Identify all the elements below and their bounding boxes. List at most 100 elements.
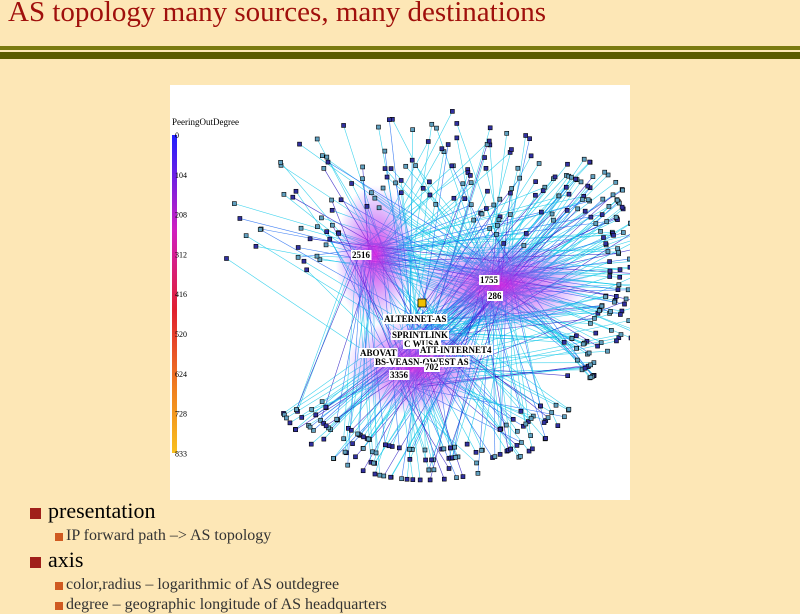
node	[322, 437, 326, 441]
node	[483, 156, 487, 160]
node	[294, 189, 298, 193]
node	[434, 202, 438, 206]
node	[600, 213, 604, 217]
node	[325, 230, 329, 234]
node	[629, 336, 630, 340]
node	[410, 158, 414, 162]
node-label-group: ALTERNET-AS	[383, 314, 447, 324]
node	[542, 421, 546, 425]
node	[432, 468, 436, 472]
node	[430, 458, 434, 462]
node	[554, 403, 558, 407]
node	[475, 461, 479, 465]
legend-tick-label: 728	[175, 410, 187, 419]
node	[324, 405, 328, 409]
node	[361, 446, 365, 450]
node	[465, 442, 469, 446]
legend-tick-label: 833	[175, 449, 187, 458]
node	[488, 126, 492, 130]
node	[342, 123, 346, 127]
node	[367, 437, 371, 441]
node	[581, 342, 585, 346]
node	[592, 316, 596, 320]
node-label-group: 286	[487, 291, 503, 301]
bullet: axis	[30, 547, 83, 573]
legend-tick-label: 624	[175, 370, 187, 379]
node	[399, 191, 403, 195]
node	[576, 207, 580, 211]
node	[339, 198, 343, 202]
node	[582, 157, 586, 161]
node	[399, 178, 403, 182]
node	[453, 455, 457, 459]
node	[383, 167, 387, 171]
legend-title: PeeringOutDegree	[172, 117, 239, 127]
node	[494, 232, 498, 236]
node	[378, 473, 382, 477]
node	[498, 197, 502, 201]
node	[461, 475, 465, 479]
node	[556, 424, 560, 428]
node	[427, 180, 431, 184]
bullet-text: axis	[48, 547, 83, 572]
node	[343, 450, 347, 454]
topology-figure: PeeringOutDegree 01042083124165206247288…	[170, 85, 630, 500]
node	[484, 166, 488, 170]
node	[480, 448, 484, 452]
node	[516, 166, 520, 170]
node	[330, 223, 334, 227]
legend-tick-label: 0	[175, 131, 179, 140]
node-label: 2516	[352, 250, 371, 260]
node	[468, 173, 472, 177]
node	[414, 164, 418, 168]
node	[387, 118, 391, 122]
node	[619, 333, 623, 337]
node	[524, 231, 528, 235]
node	[442, 477, 446, 481]
node	[537, 161, 541, 165]
node	[529, 417, 533, 421]
node	[326, 160, 330, 164]
node	[616, 288, 620, 292]
slide-title: AS topology many sources, many destinati…	[8, 0, 546, 29]
node	[244, 234, 248, 238]
node	[612, 300, 616, 304]
node	[374, 451, 378, 455]
node	[389, 167, 393, 171]
node	[594, 331, 598, 335]
node	[350, 182, 354, 186]
node	[628, 221, 630, 225]
node	[612, 233, 616, 237]
node	[407, 447, 411, 451]
node	[604, 295, 608, 299]
node	[288, 421, 292, 425]
node	[614, 339, 618, 343]
node	[469, 181, 473, 185]
node	[315, 225, 319, 229]
node	[394, 181, 398, 185]
node	[588, 160, 592, 164]
node	[294, 408, 298, 412]
node	[551, 218, 555, 222]
node	[492, 203, 496, 207]
node	[621, 231, 625, 235]
node	[302, 259, 306, 263]
node	[614, 180, 618, 184]
node	[463, 197, 467, 201]
node	[607, 204, 611, 208]
node-label-group: 3356	[389, 370, 410, 380]
node	[330, 208, 334, 212]
node	[428, 193, 432, 197]
node	[365, 204, 369, 208]
node	[627, 319, 630, 323]
node	[442, 447, 446, 451]
node	[408, 457, 412, 461]
node	[279, 160, 283, 164]
node	[511, 417, 515, 421]
node	[310, 407, 314, 411]
node	[587, 351, 591, 355]
node	[282, 192, 286, 196]
node	[614, 215, 618, 219]
node	[574, 346, 578, 350]
node	[448, 446, 452, 450]
